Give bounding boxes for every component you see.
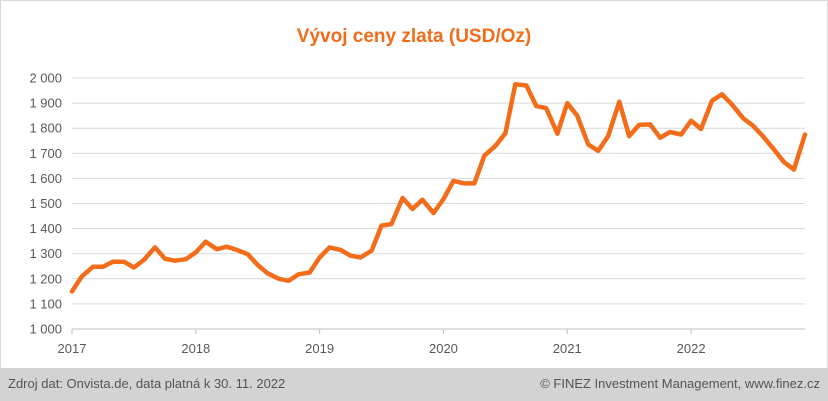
x-tick-label: 2021 — [553, 341, 582, 356]
footer-copyright: © FINEZ Investment Management, www.finez… — [540, 376, 820, 391]
x-tick-label: 2022 — [677, 341, 706, 356]
footer-bar: Zdroj dat: Onvista.de, data platná k 30.… — [0, 368, 828, 401]
x-tick-label: 2017 — [58, 341, 87, 356]
y-tick-label: 1 400 — [29, 221, 62, 236]
plot-series — [69, 82, 808, 294]
y-tick-label: 1 100 — [29, 296, 62, 311]
x-tick-label: 2020 — [429, 341, 458, 356]
y-tick-label: 1 700 — [29, 146, 62, 161]
y-tick-label: 1 200 — [29, 271, 62, 286]
x-tick-label: 2018 — [181, 341, 210, 356]
y-tick-label: 1 900 — [29, 96, 62, 111]
y-tick-label: 1 600 — [29, 171, 62, 186]
footer-source: Zdroj dat: Onvista.de, data platná k 30.… — [8, 376, 286, 391]
y-tick-label: 1 800 — [29, 121, 62, 136]
y-tick-label: 1 300 — [29, 246, 62, 261]
x-tick-label: 2019 — [305, 341, 334, 356]
series-line — [69, 82, 808, 294]
chart-title: Vývoj ceny zlata (USD/Oz) — [296, 26, 532, 47]
gridlines — [72, 77, 805, 330]
chart-area: 1 000 1 100 1 200 1 300 1 400 1 500 1 600 1 700… — [29, 71, 808, 356]
y-tick-label: 1 500 — [29, 196, 62, 211]
x-axis: 2017 2018 2019 2020 2021 2022 — [58, 328, 805, 356]
y-axis: 1 000 1 100 1 200 1 300 1 400 1 500 1 600 1 700… — [29, 71, 62, 337]
y-tick-label: 1 000 — [29, 322, 62, 337]
y-tick-label: 2 000 — [29, 71, 62, 86]
